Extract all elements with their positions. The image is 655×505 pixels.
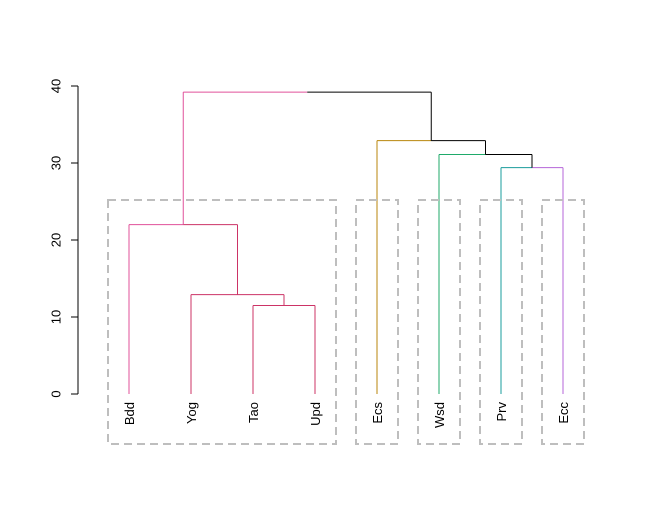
leaf-label: Bdd [122,402,137,425]
leaf-label: Ecc [556,402,571,424]
y-tick-label: 10 [49,310,64,324]
cluster-box [355,199,399,445]
y-axis: 0 10 20 30 40 [49,79,79,398]
cluster-box [417,199,461,445]
cluster-box [479,199,523,445]
dendrogram-branches [128,91,564,394]
leaf-labels: Bdd Yog Tao Upd Ecs Wsd Prv Ecc [122,402,571,429]
y-tick-label: 30 [49,156,64,170]
leaf-label: Wsd [432,402,447,428]
y-tick-label: 0 [49,390,64,397]
leaf-label: Prv [494,402,509,422]
y-tick-label: 20 [49,233,64,247]
leaf-label: Tao [246,402,261,423]
cluster-box [107,199,337,445]
leaf-label: Upd [308,402,323,426]
leaf-label: Ecs [370,402,385,424]
leaf-label: Yog [184,402,199,424]
cluster-boxes [107,199,585,445]
y-tick-label: 40 [49,79,64,93]
cluster-box [541,199,585,445]
